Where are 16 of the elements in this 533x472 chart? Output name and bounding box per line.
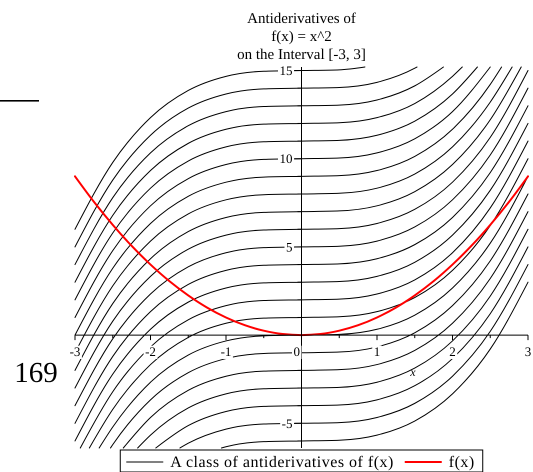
y-tick-label: -5 — [282, 416, 292, 431]
chart-title: Antiderivatives of f(x) = x^2 on the Interval [-3, 3] — [237, 11, 366, 63]
legend-label: A class of antiderivatives of f(x) — [170, 454, 394, 471]
x-tick-label: -3 — [70, 344, 80, 360]
text: 169 — [14, 357, 58, 389]
x-axis-title: x — [409, 365, 416, 380]
y-tick-label: 5 — [286, 239, 292, 254]
x-tick-label: 3 — [524, 344, 532, 360]
x-tick-label: -1 — [220, 344, 232, 360]
legend-label: f(x) — [448, 454, 475, 471]
x-tick-label: -2 — [145, 344, 156, 360]
x-tick-label: 0 — [294, 344, 300, 360]
y-tick-label: 10 — [280, 151, 292, 166]
y-tick-label: 15 — [280, 63, 292, 78]
x-tick-label: 1 — [374, 344, 380, 360]
x-tick-label: 2 — [449, 344, 456, 360]
